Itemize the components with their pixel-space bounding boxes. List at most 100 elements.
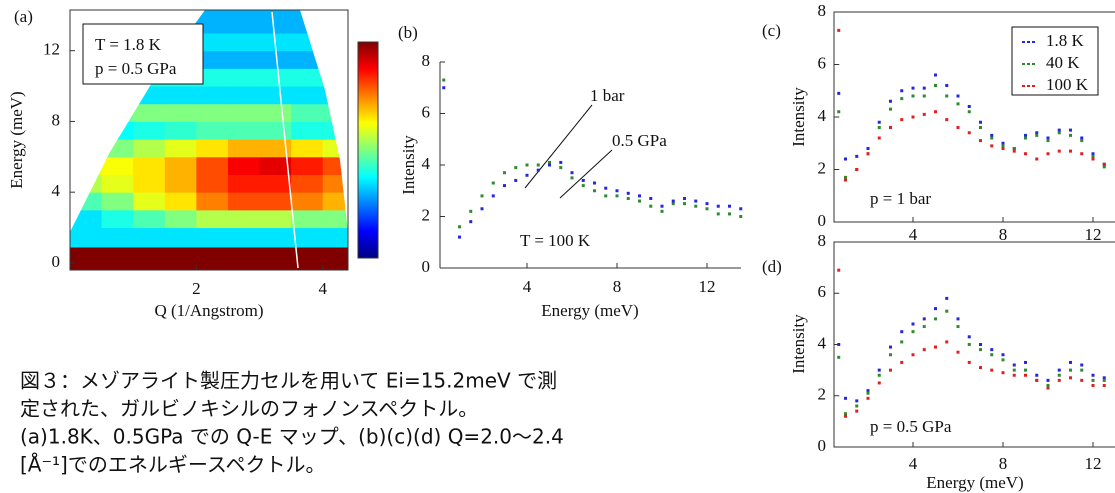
data-point bbox=[877, 126, 881, 129]
data-point bbox=[967, 110, 971, 114]
data-point bbox=[866, 389, 870, 393]
data-point bbox=[1057, 128, 1061, 132]
data-point bbox=[911, 330, 915, 334]
heat-cell bbox=[164, 156, 197, 175]
x-tick-label: 12 bbox=[1085, 454, 1102, 473]
y-tick-label: 6 bbox=[818, 282, 827, 301]
heat-cell bbox=[227, 50, 261, 69]
caption-line: 定された、ガルビノキシルのフォノンスペクトル。 bbox=[20, 397, 478, 421]
heat-cell bbox=[196, 156, 229, 175]
heat-cell bbox=[133, 192, 166, 211]
heat-cell bbox=[227, 139, 261, 158]
data-point bbox=[911, 86, 915, 90]
data-point bbox=[922, 86, 926, 90]
heat-cell bbox=[70, 247, 103, 270]
heat-cell bbox=[101, 121, 134, 140]
data-point bbox=[694, 199, 698, 203]
data-point bbox=[855, 154, 859, 158]
data-point bbox=[739, 215, 743, 218]
data-point bbox=[837, 343, 841, 346]
data-point bbox=[683, 202, 686, 206]
x-axis-label: Q (1/Angstrom) bbox=[154, 301, 263, 320]
data-point bbox=[626, 191, 630, 195]
annotation: p = 0.5 GPa bbox=[95, 59, 177, 78]
heat-cell bbox=[291, 32, 324, 52]
heat-cell bbox=[196, 68, 229, 87]
heat-cell bbox=[259, 139, 292, 158]
leader-line bbox=[524, 104, 593, 189]
y-tick-label: 8 bbox=[52, 110, 61, 129]
y-tick-label: 4 bbox=[818, 106, 827, 125]
leader-line bbox=[559, 149, 613, 199]
data-point bbox=[491, 181, 495, 185]
data-point bbox=[979, 348, 982, 352]
x-tick-label: 4 bbox=[909, 225, 918, 244]
heat-cell bbox=[101, 192, 134, 211]
data-point bbox=[1024, 136, 1027, 140]
heat-cell bbox=[227, 192, 261, 211]
heat-cell bbox=[196, 103, 229, 122]
caption-line: 図３：メゾアライト製圧力セルを用いて Ei=15.2meV で測 bbox=[20, 369, 557, 393]
data-point bbox=[990, 353, 994, 357]
heat-cell bbox=[70, 209, 103, 229]
heat-cell bbox=[196, 32, 229, 52]
data-point bbox=[922, 94, 926, 98]
data-point bbox=[1046, 139, 1050, 143]
heat-cell bbox=[259, 68, 292, 87]
data-point bbox=[1046, 384, 1050, 387]
heat-cell bbox=[133, 227, 166, 248]
heat-cell bbox=[322, 121, 348, 140]
data-point bbox=[837, 28, 841, 32]
data-point bbox=[1046, 378, 1050, 382]
data-point bbox=[1024, 368, 1027, 372]
data-point bbox=[705, 207, 709, 211]
data-point bbox=[705, 202, 709, 206]
data-point bbox=[442, 78, 446, 82]
data-point bbox=[1080, 378, 1084, 382]
data-point bbox=[514, 178, 518, 182]
data-point bbox=[1080, 368, 1084, 372]
heat-cell bbox=[322, 50, 348, 69]
data-point bbox=[967, 360, 971, 364]
data-point bbox=[469, 209, 473, 213]
data-point bbox=[934, 317, 937, 321]
data-point bbox=[1102, 162, 1106, 166]
y-tick-label: 8 bbox=[818, 1, 827, 20]
data-point bbox=[1069, 128, 1072, 132]
caption-line: (a)1.8K、0.5GPa での Q-E マップ、(b)(c)(d) Q=2.… bbox=[20, 425, 564, 449]
data-point bbox=[1057, 378, 1061, 382]
data-point bbox=[990, 348, 994, 352]
y-tick-label: 12 bbox=[43, 40, 60, 59]
caption-line: [Å⁻¹]でのエネルギースペクトル。 bbox=[20, 453, 325, 477]
legend-label: 1.8 K bbox=[1046, 31, 1085, 50]
data-point bbox=[1001, 141, 1005, 145]
plot-frame bbox=[833, 241, 1115, 448]
heat-cell bbox=[259, 50, 292, 69]
heat-cell bbox=[70, 227, 103, 248]
data-point bbox=[525, 173, 529, 177]
data-point bbox=[1102, 378, 1106, 382]
data-point bbox=[877, 120, 881, 124]
data-point bbox=[660, 209, 664, 213]
data-point bbox=[458, 235, 461, 239]
heat-cell bbox=[322, 192, 348, 211]
heat-cell bbox=[101, 247, 134, 270]
data-point bbox=[1024, 152, 1027, 156]
panel-label: (d) bbox=[762, 257, 782, 276]
legend-label: 40 K bbox=[1046, 53, 1080, 72]
y-axis-label: Intensity bbox=[789, 314, 808, 374]
data-point bbox=[934, 84, 937, 87]
heat-cell bbox=[70, 192, 103, 211]
data-point bbox=[877, 368, 881, 372]
data-point bbox=[660, 204, 664, 208]
data-point bbox=[638, 199, 641, 203]
data-point bbox=[503, 171, 506, 175]
data-point bbox=[956, 102, 960, 106]
series-label: 0.5 GPa bbox=[612, 131, 667, 150]
data-point bbox=[1091, 157, 1095, 161]
data-point bbox=[956, 317, 960, 321]
data-point bbox=[990, 144, 994, 148]
heat-cell bbox=[196, 86, 229, 105]
data-point bbox=[855, 404, 859, 408]
heat-cell bbox=[259, 192, 292, 211]
